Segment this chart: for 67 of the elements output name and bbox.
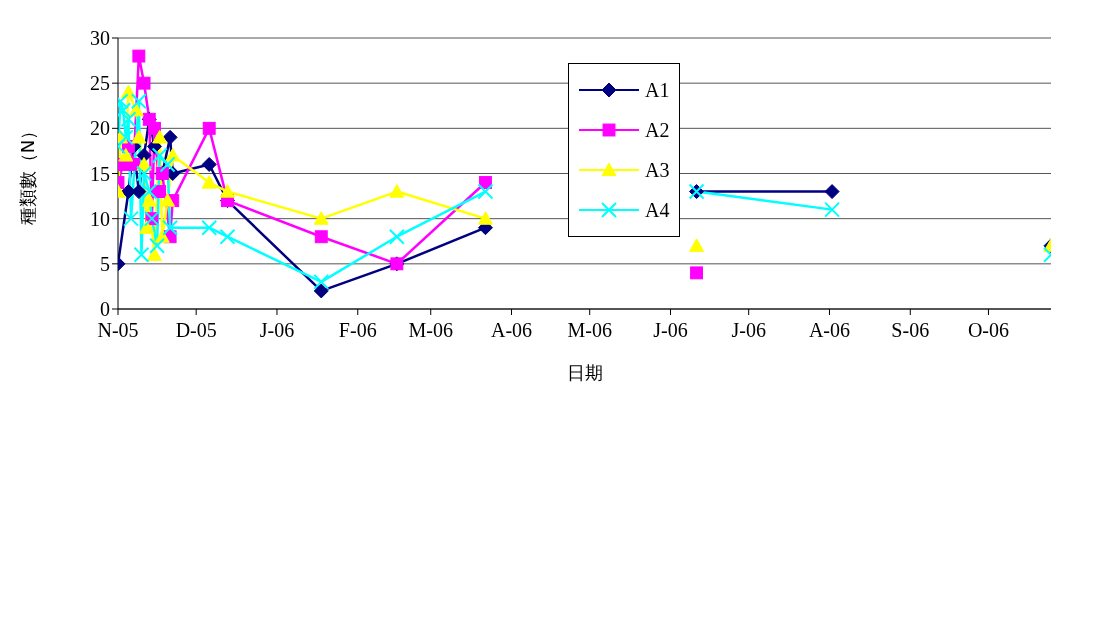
point <box>389 184 405 198</box>
y-tick-label: 10 <box>90 207 110 230</box>
point <box>201 175 217 189</box>
point <box>477 211 493 225</box>
point <box>160 193 176 207</box>
y-tick-label: 20 <box>90 117 110 140</box>
point <box>314 230 328 244</box>
point <box>162 129 178 145</box>
y-tick-label: 25 <box>90 72 110 95</box>
x-tick-label: N-05 <box>97 319 139 342</box>
point <box>824 201 841 218</box>
point <box>152 129 168 144</box>
point <box>131 129 147 144</box>
x-tick-label: J-06 <box>653 319 688 342</box>
point <box>130 93 147 110</box>
x-tick-label: A-06 <box>490 319 533 342</box>
point <box>388 228 405 245</box>
legend-label: A1 <box>645 78 670 102</box>
point <box>118 147 134 162</box>
point <box>137 76 151 90</box>
x-tick-label: S-06 <box>891 319 930 342</box>
point <box>162 219 179 236</box>
y-tick-label: 15 <box>90 162 110 185</box>
x-tick-label: J-06 <box>731 319 766 342</box>
point <box>141 183 158 200</box>
point <box>118 129 134 146</box>
point <box>689 238 705 252</box>
point <box>824 184 840 200</box>
point <box>133 246 150 263</box>
y-tick-label: 0 <box>100 298 110 321</box>
y-tick-label: 5 <box>100 252 110 275</box>
point <box>219 228 236 245</box>
legend-label: A2 <box>645 118 670 142</box>
legend-label: A4 <box>645 198 670 222</box>
point <box>477 183 494 200</box>
x-tick-label: A-06 <box>808 319 851 342</box>
point <box>690 266 704 280</box>
y-tick-label: 30 <box>90 27 110 50</box>
point <box>202 121 216 135</box>
point <box>141 193 157 207</box>
x-axis-title: 日期 <box>566 362 603 383</box>
point <box>146 247 162 261</box>
point <box>151 147 168 164</box>
point <box>139 220 155 234</box>
x-tick-label: F-06 <box>338 319 377 342</box>
point <box>120 111 137 128</box>
point <box>149 237 166 254</box>
x-tick-label: J-06 <box>259 319 295 342</box>
y-axis-title: 種類數（N） <box>17 121 39 226</box>
point <box>313 211 329 225</box>
point <box>136 165 153 182</box>
point <box>153 185 167 199</box>
x-tick-label: D-05 <box>175 319 217 342</box>
point <box>159 156 176 173</box>
point <box>132 49 146 63</box>
point <box>131 184 147 200</box>
point <box>123 210 140 227</box>
x-tick-label: M-06 <box>567 319 612 342</box>
x-tick-label: M-06 <box>408 319 453 342</box>
point <box>148 121 161 135</box>
point <box>201 219 218 236</box>
legend-label: A3 <box>645 158 670 182</box>
x-tick-label: O-06 <box>967 319 1010 342</box>
point <box>313 273 330 290</box>
point <box>313 283 329 299</box>
point <box>219 184 235 198</box>
point <box>201 156 217 172</box>
